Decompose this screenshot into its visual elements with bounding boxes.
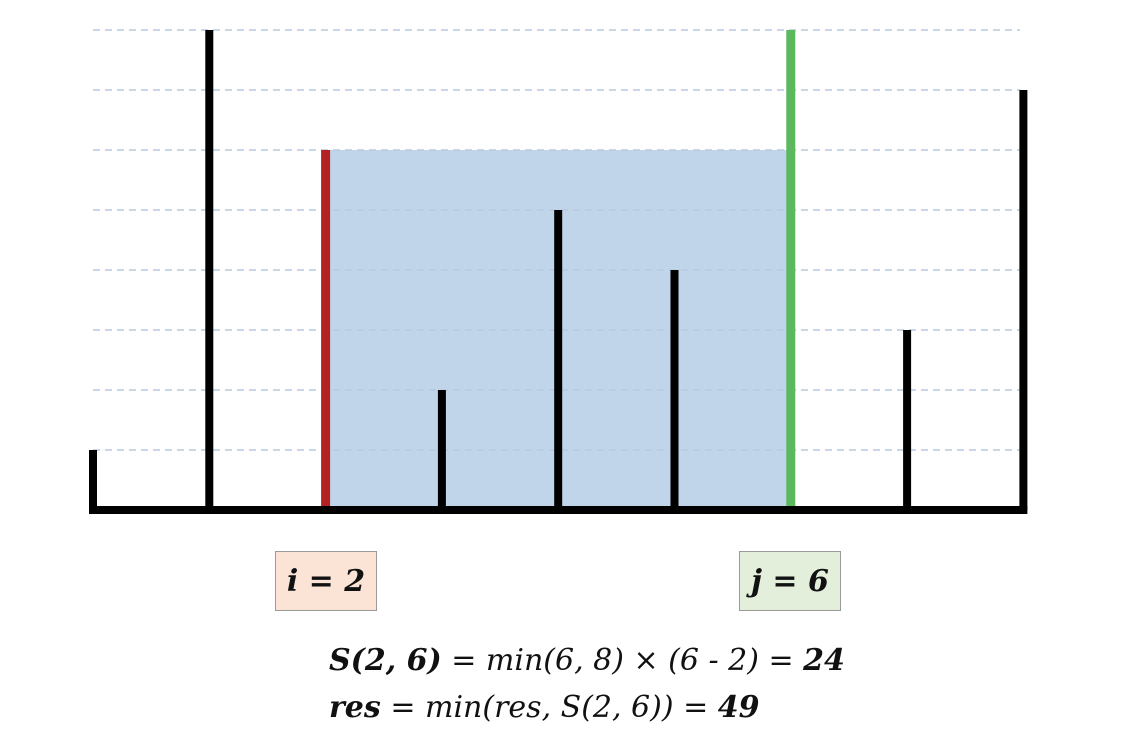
pointer-j-label: j = 6: [739, 551, 841, 611]
formula-result-value: 49: [717, 690, 760, 725]
container-bar-diagram: [89, 29, 1028, 514]
formula-area-term: S(2, 6): [329, 643, 442, 678]
formula-area-value: 24: [803, 643, 845, 678]
formula-result-expression: = min(res, S(2, 6)) =: [380, 690, 718, 725]
formula-result-term: res: [329, 690, 381, 725]
formula-area: S(2, 6) = min(6, 8) × (6 - 2) = 24: [329, 643, 845, 678]
formula-area-expression: = min(6, 8) × (6 - 2) =: [441, 643, 804, 678]
pointer-i-label: i = 2: [275, 551, 377, 611]
formula-result: res = min(res, S(2, 6)) = 49: [329, 690, 760, 725]
